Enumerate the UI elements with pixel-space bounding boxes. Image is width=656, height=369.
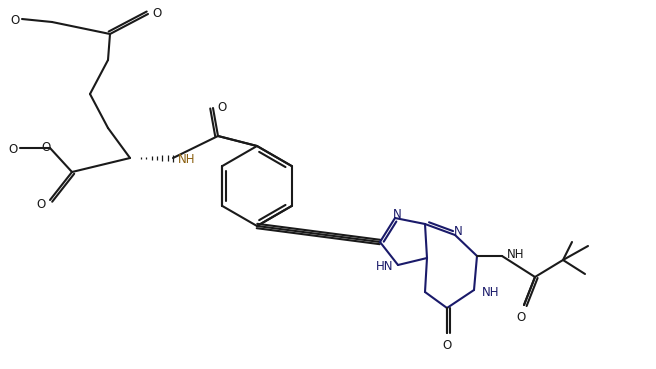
Text: N: N xyxy=(393,207,401,221)
Text: O: O xyxy=(42,141,51,154)
Text: HN: HN xyxy=(375,261,393,273)
Text: O: O xyxy=(9,142,18,155)
Text: O: O xyxy=(516,311,525,324)
Text: O: O xyxy=(10,14,20,27)
Text: N: N xyxy=(454,224,462,238)
Text: NH: NH xyxy=(482,286,499,299)
Text: O: O xyxy=(152,7,161,20)
Text: O: O xyxy=(442,339,451,352)
Text: O: O xyxy=(37,197,46,210)
Text: NH: NH xyxy=(507,248,525,262)
Text: NH: NH xyxy=(178,152,195,166)
Text: O: O xyxy=(217,100,226,114)
